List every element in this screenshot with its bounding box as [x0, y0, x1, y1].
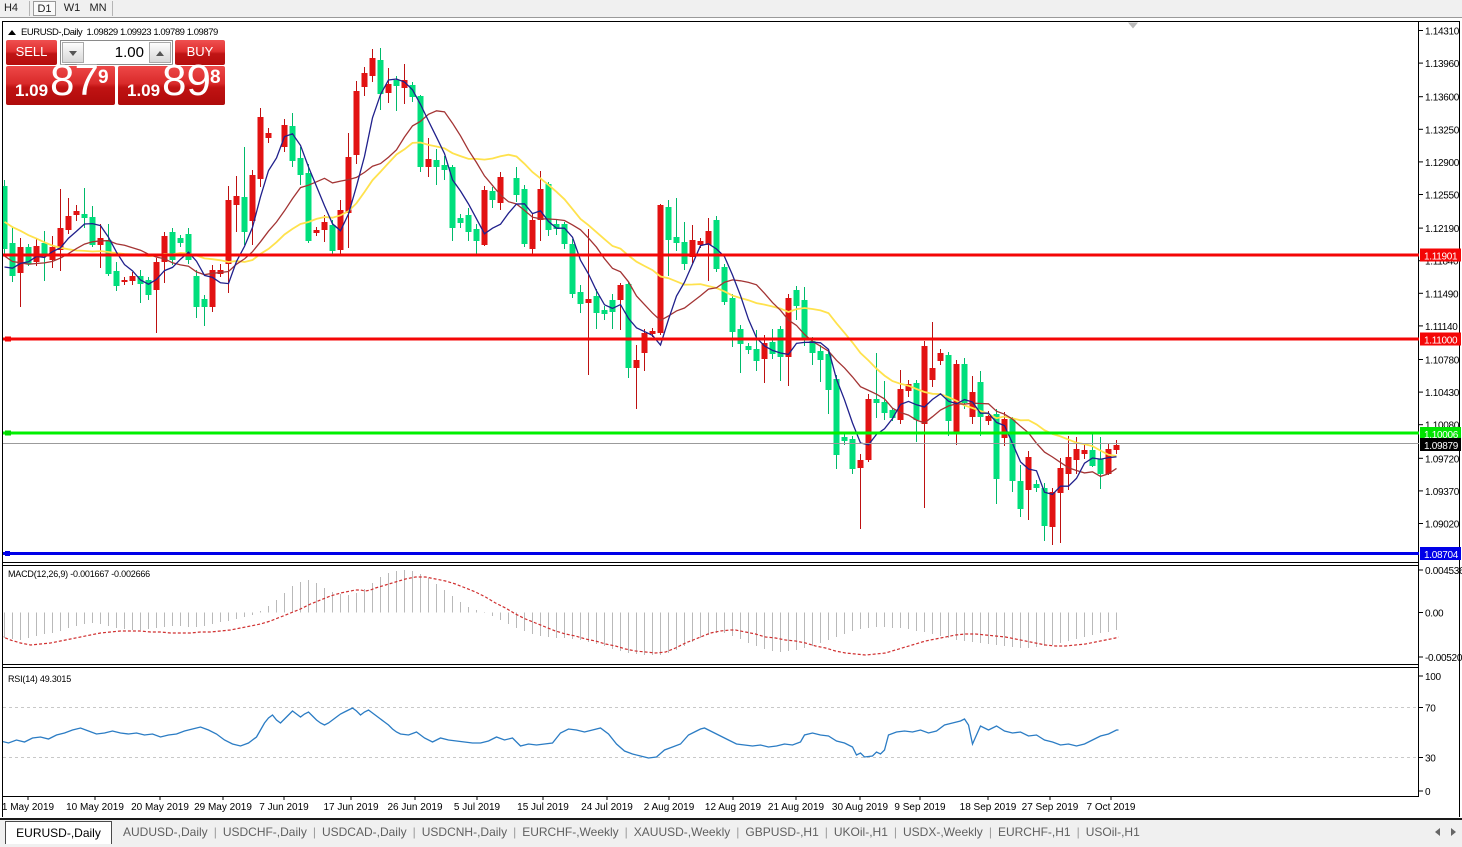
svg-text:7 Oct 2019: 7 Oct 2019	[1087, 802, 1136, 813]
svg-text:1.14310: 1.14310	[1425, 27, 1460, 38]
svg-text:1.12190: 1.12190	[1425, 224, 1460, 235]
svg-text:12 Aug 2019: 12 Aug 2019	[705, 802, 762, 813]
svg-text:1.13960: 1.13960	[1425, 59, 1460, 70]
svg-text:MACD(12,26,9) -0.001667 -0.002: MACD(12,26,9) -0.001667 -0.002666	[8, 569, 150, 579]
svg-text:30 Aug 2019: 30 Aug 2019	[832, 802, 889, 813]
svg-text:15 Jul 2019: 15 Jul 2019	[517, 802, 569, 813]
svg-text:1.11901: 1.11901	[1424, 252, 1458, 263]
svg-text:29 May 2019: 29 May 2019	[194, 802, 252, 813]
svg-text:1.11000: 1.11000	[1424, 336, 1458, 347]
svg-text:1.10080: 1.10080	[1425, 421, 1460, 432]
svg-text:1.10006: 1.10006	[1424, 430, 1459, 441]
svg-text:0.00: 0.00	[1425, 609, 1444, 620]
svg-text:1.11140: 1.11140	[1425, 322, 1458, 333]
svg-text:1.12550: 1.12550	[1425, 191, 1460, 202]
svg-text:RSI(14) 49.3015: RSI(14) 49.3015	[8, 674, 71, 684]
svg-text:0: 0	[1425, 787, 1431, 798]
svg-text:1.09720: 1.09720	[1425, 454, 1460, 465]
svg-text:1.13250: 1.13250	[1425, 125, 1460, 136]
svg-text:1.10430: 1.10430	[1425, 388, 1460, 399]
svg-text:26 Jun 2019: 26 Jun 2019	[387, 802, 442, 813]
svg-text:18 Sep 2019: 18 Sep 2019	[960, 802, 1017, 813]
svg-text:1.11840: 1.11840	[1425, 257, 1459, 268]
svg-text:0.004536: 0.004536	[1425, 566, 1462, 577]
svg-text:21 Aug 2019: 21 Aug 2019	[768, 802, 825, 813]
svg-text:1 May 2019: 1 May 2019	[2, 802, 55, 813]
svg-text:10 May 2019: 10 May 2019	[66, 802, 124, 813]
svg-text:24 Jul 2019: 24 Jul 2019	[581, 802, 633, 813]
svg-text:7 Jun 2019: 7 Jun 2019	[259, 802, 309, 813]
svg-text:1.13600: 1.13600	[1425, 93, 1460, 104]
svg-text:5 Jul 2019: 5 Jul 2019	[454, 802, 501, 813]
svg-text:9 Sep 2019: 9 Sep 2019	[894, 802, 946, 813]
svg-text:30: 30	[1425, 754, 1436, 765]
svg-text:17 Jun 2019: 17 Jun 2019	[323, 802, 378, 813]
svg-text:1.09879: 1.09879	[1424, 441, 1459, 452]
svg-text:70: 70	[1425, 704, 1436, 715]
svg-text:1.08704: 1.08704	[1424, 550, 1459, 561]
svg-text:100: 100	[1425, 672, 1442, 683]
svg-text:1.12900: 1.12900	[1425, 158, 1460, 169]
svg-text:2 Aug 2019: 2 Aug 2019	[644, 802, 695, 813]
svg-text:1.09370: 1.09370	[1425, 487, 1460, 498]
svg-text:20 May 2019: 20 May 2019	[131, 802, 189, 813]
svg-text:1.10780: 1.10780	[1425, 356, 1460, 367]
svg-text:27 Sep 2019: 27 Sep 2019	[1022, 802, 1079, 813]
svg-text:1.09020: 1.09020	[1425, 520, 1460, 531]
svg-text:-0.005205: -0.005205	[1425, 653, 1462, 664]
svg-text:1.11490: 1.11490	[1425, 289, 1459, 300]
